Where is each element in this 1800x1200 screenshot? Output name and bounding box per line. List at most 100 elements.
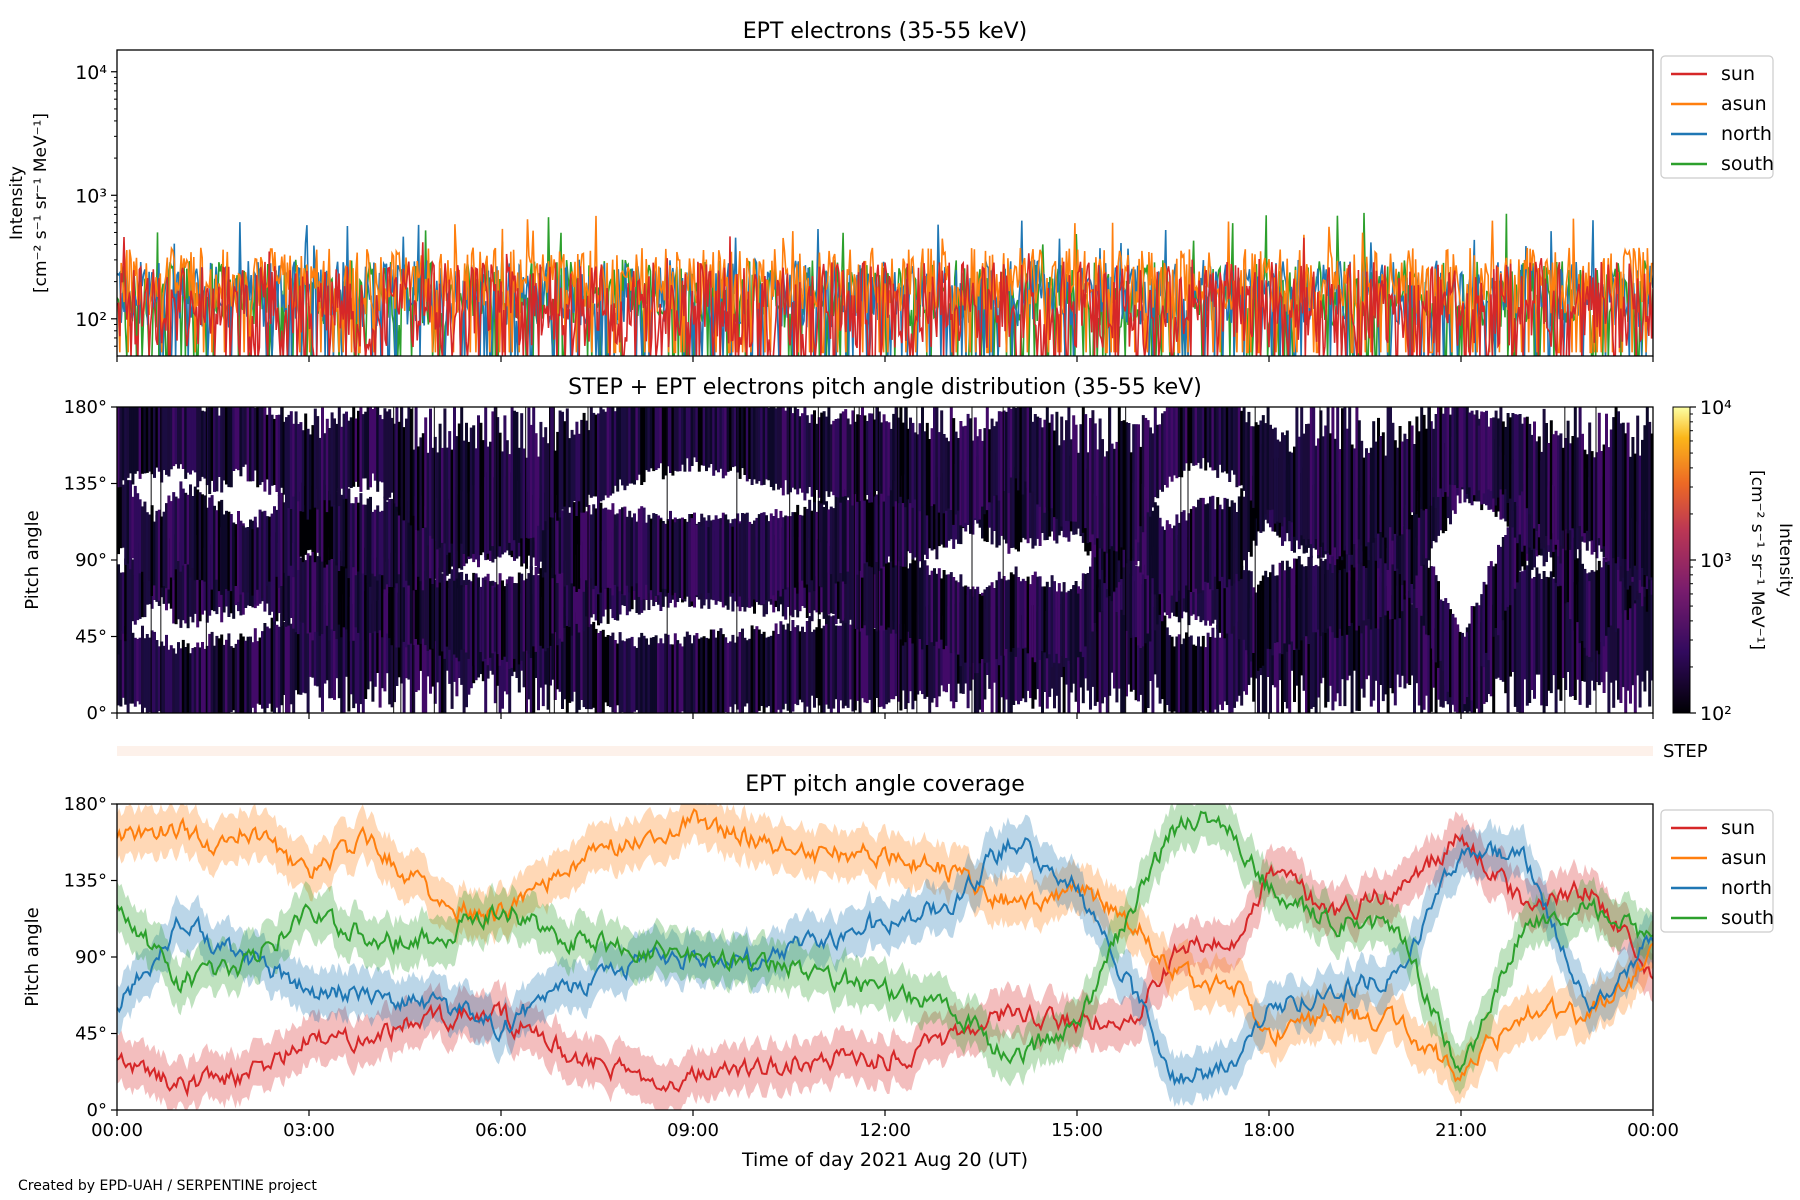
heatmap-cell	[121, 572, 125, 634]
heatmap-cell	[311, 425, 315, 512]
heatmap-cell	[1554, 430, 1558, 545]
heatmap-cell	[1319, 407, 1321, 713]
heatmap-cell	[1055, 411, 1059, 519]
heatmap-cell	[1103, 579, 1107, 698]
heatmap-cell	[959, 421, 963, 526]
heatmap-cell	[167, 495, 171, 590]
heatmap-cell	[460, 407, 464, 544]
heatmap-cell	[777, 518, 780, 591]
heatmap-cell	[1029, 584, 1032, 647]
heatmap-cell	[1228, 407, 1232, 482]
heatmap-cell	[1093, 556, 1097, 623]
heatmap-cell	[117, 466, 120, 555]
heatmap-cell	[916, 407, 918, 713]
heatmap-cell	[736, 513, 740, 607]
heatmap-cell	[436, 452, 440, 550]
heatmap-cell	[911, 422, 915, 508]
heatmap-cell	[1105, 451, 1109, 554]
heatmap-cell	[628, 510, 632, 593]
heatmap-cell	[525, 578, 528, 651]
heatmap-cell	[337, 563, 341, 625]
heatmap-cell	[695, 633, 699, 713]
heatmap-cell	[210, 631, 214, 713]
heatmap-cell	[369, 555, 372, 633]
heatmap-cell	[606, 407, 610, 498]
heatmap-cell	[1372, 421, 1376, 543]
heatmap-cell	[1144, 487, 1148, 579]
heatmap-cell	[1194, 507, 1198, 589]
heatmap-cell	[796, 409, 800, 495]
heatmap-cell	[606, 509, 610, 588]
heatmap-cell	[133, 549, 137, 625]
heatmap-cell	[417, 446, 420, 531]
heatmap-cell	[837, 625, 840, 713]
heatmap-cell	[697, 523, 701, 597]
heatmap-cell	[1444, 407, 1448, 493]
heatmap-cell	[292, 482, 296, 578]
heatmap-cell	[757, 629, 761, 711]
heatmap-cell	[381, 555, 384, 638]
heatmap-cell	[364, 547, 368, 641]
heatmap-cell	[892, 562, 896, 630]
heatmap-cell	[1379, 576, 1383, 685]
heatmap-cell	[1477, 425, 1481, 491]
heatmap-cell	[585, 614, 588, 710]
heatmap-cell	[445, 447, 449, 555]
heatmap-cell	[1501, 537, 1505, 621]
heatmap-cell	[1530, 434, 1534, 516]
heatmap-cell	[208, 407, 212, 494]
heatmap-cell	[265, 626, 269, 709]
heatmap-cell	[1189, 407, 1193, 464]
heatmap-cell	[227, 511, 231, 591]
heatmap-cell	[1295, 407, 1299, 541]
heatmap-cell	[813, 498, 816, 592]
heatmap-cell	[1384, 587, 1388, 695]
heatmap-cell	[1600, 451, 1604, 549]
heatmap-cell	[1602, 557, 1606, 647]
heatmap-cell	[448, 578, 452, 650]
heatmap-cell	[954, 431, 958, 515]
heatmap-cell	[839, 541, 843, 624]
heatmap-cell	[345, 558, 348, 630]
heatmap-cell	[349, 546, 353, 642]
heatmap-cell	[153, 407, 156, 478]
heatmap-cell	[311, 485, 315, 552]
heatmap-cell	[757, 407, 761, 482]
heatmap-cell	[645, 407, 648, 471]
heatmap-cell	[1573, 407, 1577, 531]
heatmap-cell	[1333, 438, 1337, 548]
heatmap-cell	[172, 648, 176, 713]
heatmap-cell	[1617, 540, 1620, 629]
heatmap-cell	[1281, 560, 1284, 655]
heatmap-cell	[846, 545, 850, 623]
heatmap-cell	[1362, 551, 1366, 621]
heatmap-cell	[949, 572, 953, 654]
heatmap-cell	[748, 407, 752, 479]
heatmap-cell	[942, 570, 946, 650]
heatmap-cell	[767, 521, 771, 593]
heatmap-cell	[352, 604, 356, 709]
heatmap-cell	[395, 553, 399, 648]
heatmap-cell	[1365, 587, 1368, 680]
heatmap-cell	[621, 507, 624, 594]
heatmap-cell	[117, 407, 120, 488]
heatmap-cell	[148, 407, 152, 472]
heatmap-cell	[1247, 570, 1251, 655]
heatmap-cell	[1384, 455, 1388, 538]
heatmap-cell	[129, 631, 132, 704]
heatmap-cell	[1281, 597, 1284, 713]
heatmap-cell	[846, 616, 850, 708]
heatmap-cell	[935, 611, 939, 708]
heatmap-cell	[241, 407, 245, 467]
heatmap-cell	[981, 595, 984, 659]
heatmap-cell	[1002, 407, 1004, 713]
heatmap-cell	[870, 413, 874, 503]
heatmap-cell	[275, 509, 279, 577]
heatmap-cell	[232, 647, 236, 711]
heatmap-cell	[371, 409, 375, 474]
heatmap-cell	[172, 407, 176, 467]
heatmap-cell	[1021, 407, 1025, 495]
heatmap-cell	[971, 443, 975, 525]
heatmap-cell	[1389, 538, 1392, 620]
heatmap-cell	[553, 407, 555, 713]
